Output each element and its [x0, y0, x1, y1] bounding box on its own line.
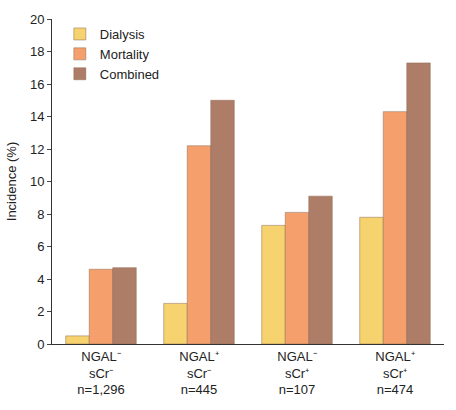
svg-text:18: 18	[30, 44, 44, 59]
svg-text:12: 12	[30, 142, 44, 157]
svg-text:20: 20	[30, 12, 44, 27]
svg-text:NGAL⁺sCr⁺n=474: NGAL⁺sCr⁺n=474	[375, 349, 414, 398]
svg-text:2: 2	[37, 304, 44, 319]
svg-text:0: 0	[37, 337, 44, 352]
svg-text:4: 4	[37, 272, 44, 287]
svg-text:Mortality: Mortality	[100, 47, 150, 62]
svg-text:16: 16	[30, 77, 44, 92]
svg-text:NGAL⁻sCr⁺n=107: NGAL⁻sCr⁺n=107	[277, 349, 316, 398]
svg-text:10: 10	[30, 174, 44, 189]
svg-text:NGAL⁺sCr⁻n=445: NGAL⁺sCr⁻n=445	[179, 349, 218, 398]
svg-text:NGAL⁻sCr⁻n=1,296: NGAL⁻sCr⁻n=1,296	[77, 349, 124, 398]
svg-text:Combined: Combined	[100, 67, 159, 82]
svg-text:6: 6	[37, 239, 44, 254]
svg-text:Dialysis: Dialysis	[100, 27, 145, 42]
svg-text:Incidence (%): Incidence (%)	[4, 142, 19, 221]
svg-text:14: 14	[30, 109, 44, 124]
svg-text:8: 8	[37, 207, 44, 222]
